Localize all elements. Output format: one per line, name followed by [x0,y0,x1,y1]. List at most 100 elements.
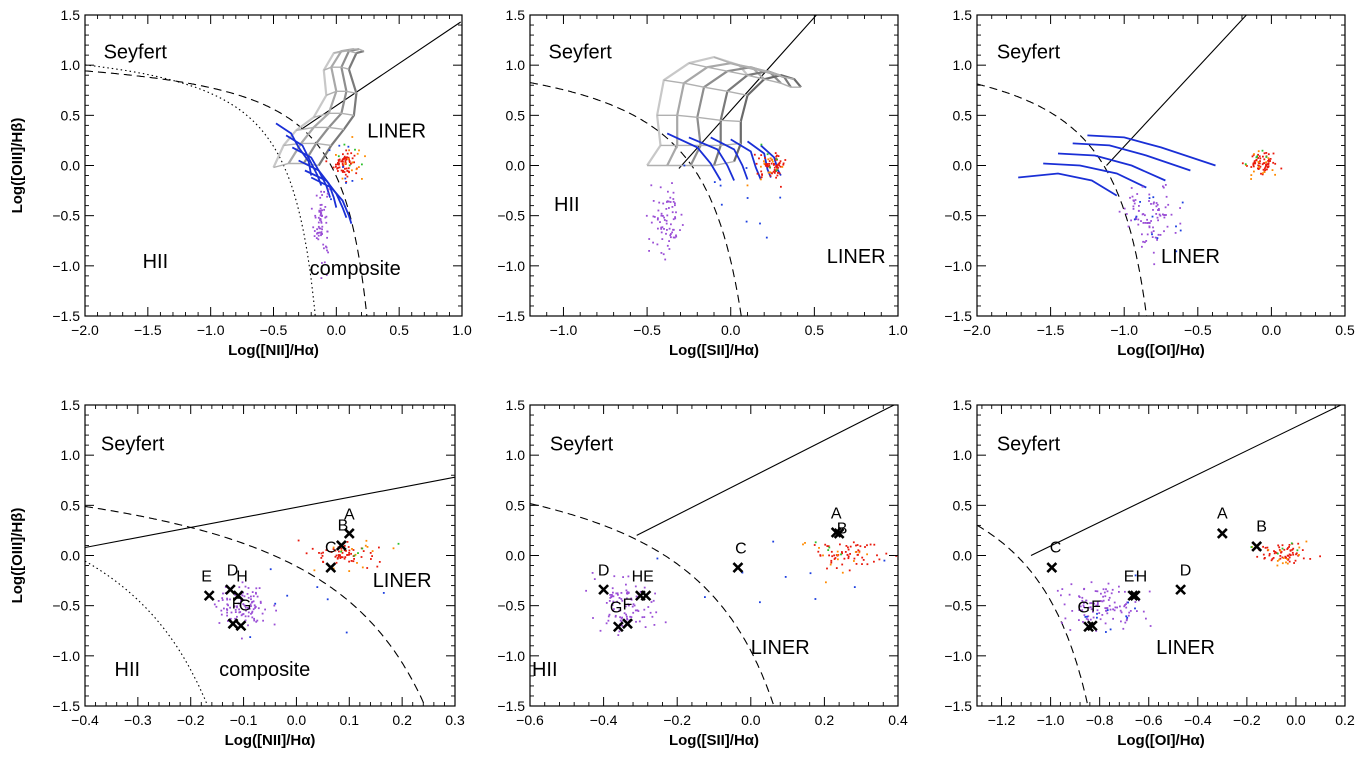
galaxy-point [780,185,782,188]
galaxy-point [849,545,852,548]
x-tick-label: −0.5 [633,322,661,338]
galaxy-point [1250,546,1253,548]
galaxy-point [326,249,328,252]
x-tick-label: −0.6 [516,712,544,728]
galaxy-point [1139,201,1141,203]
galaxy-point [1152,202,1155,205]
galaxy-point [843,557,846,560]
marker-g [612,621,624,633]
galaxy-point [1156,237,1159,239]
plot-area: A B C D E FG H [977,405,1343,706]
galaxy-point [775,176,777,179]
galaxy-point [1151,236,1154,238]
galaxy-point [593,578,596,580]
galaxy-point [652,200,655,202]
galaxy-point [876,554,878,557]
galaxy-point [319,219,321,221]
model-track-gray [317,50,365,167]
galaxy-point [1136,610,1138,612]
marker-label-g: G [239,598,251,615]
galaxy-point [325,274,328,276]
marker-f [622,618,633,630]
x-axis-label: Log([SII]/Hα) [669,732,759,749]
galaxy-point [1250,166,1253,168]
galaxy-point [1078,619,1080,621]
galaxy-point [1170,213,1173,216]
galaxy-point [1084,616,1087,618]
galaxy-point [1268,158,1270,161]
galaxy-point [668,248,671,250]
galaxy-point [866,553,868,556]
galaxy-point [347,167,350,170]
galaxy-point [1078,609,1081,611]
galaxy-point [366,567,369,569]
marker-label-g: G [610,600,622,617]
galaxy-point [720,203,723,206]
galaxy-point [599,629,602,632]
y-axis-label: Log([OIII]/Hβ) [9,118,26,214]
x-tick-label: −1.2 [988,712,1016,728]
galaxy-point [1081,609,1084,612]
galaxy-point [719,184,722,187]
galaxy-point [770,162,773,165]
galaxy-point [858,551,861,554]
galaxy-point [1130,187,1133,189]
galaxy-point [1162,185,1164,188]
galaxy-point [321,194,323,196]
galaxy-point [254,607,256,609]
marker-label-b: B [338,517,349,534]
galaxy-point [1125,619,1128,622]
galaxy-point [335,554,338,557]
galaxy-point [347,156,350,159]
galaxy-point [585,589,587,592]
galaxy-point [338,550,340,553]
galaxy-point [746,184,749,187]
galaxy-point [338,163,340,166]
galaxy-point [856,544,859,546]
galaxy-point [853,586,856,588]
galaxy-point [1267,160,1269,162]
model-crossline-gray [657,114,741,123]
galaxy-point [680,213,683,216]
x-axis-label: Log([OI]/Hα) [1117,342,1205,359]
galaxy-point [766,163,769,165]
galaxy-point [760,143,763,146]
galaxy-point [621,599,624,602]
x-tick-label: −0.6 [1135,712,1163,728]
dotted-demarcation-curve [85,64,316,316]
galaxy-point [665,208,668,210]
galaxy-point [760,178,762,181]
galaxy-point [666,214,669,217]
galaxy-point [1258,166,1261,168]
galaxy-point [319,218,322,220]
galaxy-point [1064,617,1067,620]
galaxy-points [213,539,400,640]
marker-label-e: E [201,569,212,586]
galaxy-point [352,549,355,551]
marker-label-d: D [227,563,239,580]
galaxy-point [658,201,661,204]
x-tick-label: −0.5 [1184,322,1212,338]
galaxy-point [1120,620,1122,623]
galaxy-point [345,182,347,184]
galaxy-point [1158,209,1160,211]
galaxy-point [1089,602,1092,605]
galaxy-point [675,211,677,214]
galaxy-point [315,237,318,239]
galaxy-point [814,541,817,544]
galaxy-point [1096,616,1098,619]
galaxy-point [674,217,677,220]
galaxy-point [332,567,335,570]
galaxy-point [230,611,233,614]
galaxy-point [660,212,663,215]
galaxy-point [809,572,812,575]
galaxy-point [1150,231,1153,234]
galaxy-point [830,559,833,562]
galaxy-point [256,619,259,622]
y-tick-label: −1.0 [497,258,525,274]
galaxy-point [1162,186,1165,189]
galaxy-point [627,575,630,578]
galaxy-point [650,601,653,603]
galaxy-point [869,543,872,546]
